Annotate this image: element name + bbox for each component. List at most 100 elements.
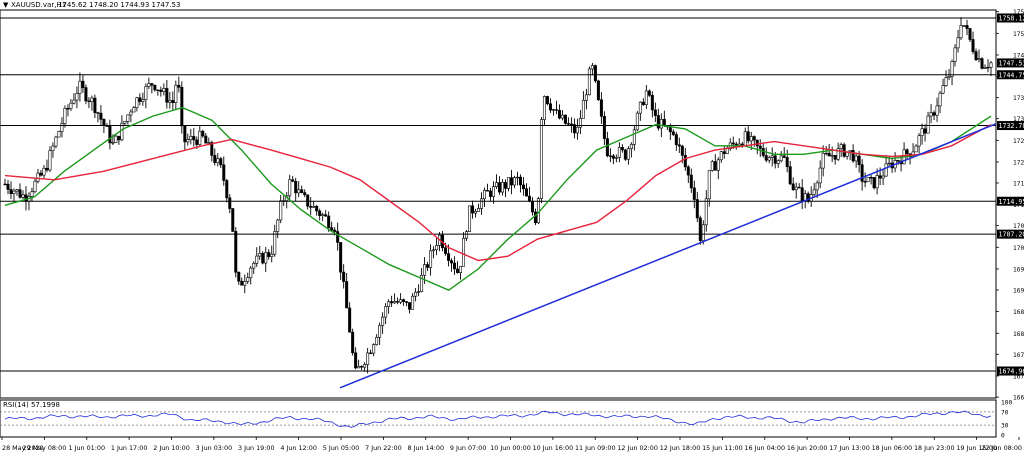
candle-body	[797, 186, 801, 189]
candle-body	[228, 197, 232, 209]
candle-body	[102, 119, 106, 126]
candle-body	[638, 101, 642, 114]
level-price-tag	[997, 58, 1024, 68]
candle-body	[959, 25, 963, 39]
time-tick-label: 10 Jun 00:00	[490, 444, 531, 452]
candle-body	[480, 198, 484, 209]
candle-body	[617, 147, 621, 158]
candle-body	[180, 87, 184, 127]
candle-body	[9, 189, 13, 194]
candle-body	[114, 135, 118, 143]
candle-body	[830, 155, 834, 157]
time-tick-label: 11 Jun 09:00	[575, 444, 616, 452]
level-price-label: 1758.12	[999, 15, 1024, 23]
candle-body	[785, 157, 789, 167]
candle-body	[405, 301, 409, 303]
candle-body	[306, 194, 310, 207]
candle-body	[614, 157, 618, 159]
candle-body	[408, 302, 412, 310]
candle-body	[237, 271, 241, 282]
candle-body	[635, 112, 639, 131]
candle-body	[986, 66, 990, 69]
candle-body	[512, 177, 516, 186]
horizontal-levels[interactable]: 1758.12 1747.53 1744.75 1732.78 1714.95 1707.…	[0, 13, 1024, 376]
candle-body	[695, 199, 699, 219]
candle-body	[15, 189, 19, 192]
candle-body	[156, 89, 160, 92]
candle-body	[818, 167, 822, 184]
candle-body	[18, 189, 22, 198]
candle-body	[90, 97, 94, 103]
candle-body	[722, 151, 726, 154]
candle-body	[563, 114, 567, 124]
candle-body	[396, 301, 400, 303]
candle-body	[459, 265, 463, 273]
candle-body	[632, 129, 636, 145]
candle-body	[506, 177, 510, 189]
candle-body	[965, 25, 969, 29]
candle-body	[12, 190, 16, 194]
candle-body	[462, 237, 466, 267]
candle-body	[500, 182, 504, 193]
candle-body	[132, 107, 136, 113]
candle-body	[656, 115, 660, 129]
candle-body	[363, 364, 367, 368]
candle-body	[701, 224, 705, 241]
candle-body	[309, 205, 313, 208]
candle-body	[117, 135, 121, 141]
candle-body	[863, 181, 867, 183]
trendline[interactable]	[339, 123, 997, 389]
candle-body	[941, 85, 945, 94]
candle-body	[725, 148, 729, 154]
collapse-arrow-icon[interactable]: ▼	[3, 1, 9, 9]
candle-body	[315, 206, 319, 212]
candle-body	[641, 101, 645, 106]
candle-body	[716, 159, 720, 171]
candle-body	[381, 316, 385, 326]
candle-body	[447, 253, 451, 261]
time-tick-label: 22 Jun 08:00	[981, 444, 1022, 452]
candle-body	[300, 189, 304, 193]
candle-body	[740, 143, 744, 146]
time-tick-label: 2 Jun 10:00	[153, 444, 190, 452]
candle-body	[689, 174, 693, 189]
candle-body	[608, 155, 612, 157]
candle-body	[527, 195, 531, 202]
candle-body	[854, 155, 858, 162]
candle-body	[357, 366, 361, 369]
candle-body	[596, 80, 600, 101]
candle-body	[444, 247, 448, 254]
candle-body	[539, 119, 543, 199]
candle-body	[557, 109, 561, 119]
candle-body	[905, 149, 909, 155]
candle-body	[962, 25, 966, 27]
candle-body	[429, 250, 433, 268]
candle-body	[521, 184, 525, 190]
candle-body	[426, 264, 430, 268]
price-tick-label: 1729.30	[1013, 138, 1024, 145]
candle-body	[108, 126, 112, 144]
time-tick-label: 3 Jun 19:00	[238, 444, 275, 452]
candle-body	[333, 229, 337, 232]
candle-body	[671, 131, 675, 135]
candle-body	[231, 208, 235, 232]
candle-body	[620, 147, 624, 151]
time-tick-label: 29 May 08:00	[22, 444, 66, 452]
price-tick-label: 1714.15	[1013, 202, 1024, 209]
candle-body	[872, 177, 876, 189]
candle-body	[129, 111, 133, 116]
candle-body	[489, 190, 493, 197]
candle-body	[572, 124, 576, 134]
candle-body	[944, 77, 948, 86]
candle-body	[503, 182, 507, 189]
rsi-pane-border	[0, 399, 997, 438]
candle-body	[743, 131, 747, 146]
candle-body	[989, 62, 993, 68]
candle-body	[168, 100, 172, 103]
candle-body	[674, 134, 678, 146]
level-price-tag	[997, 366, 1024, 376]
candle-body	[165, 88, 169, 103]
candle-body	[602, 116, 606, 139]
candle-body	[141, 99, 145, 102]
